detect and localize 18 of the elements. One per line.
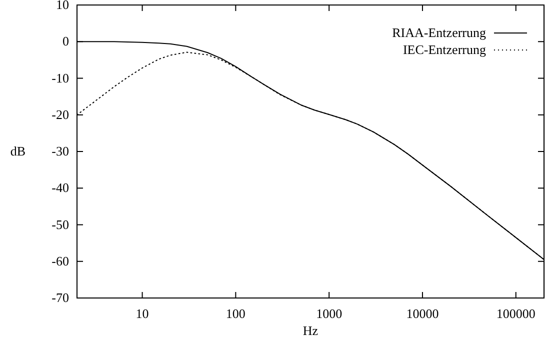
x-tick-label: 100: [226, 306, 246, 321]
x-tick-label: 100000: [496, 306, 536, 321]
legend-label: IEC-Entzerrung: [402, 42, 486, 57]
x-axis-title: Hz: [302, 323, 318, 338]
y-tick-label: -40: [52, 180, 69, 196]
legend-label: RIAA-Entzerrung: [392, 25, 486, 40]
y-tick-label: -10: [52, 70, 69, 86]
y-tick-label: 0: [62, 34, 69, 49]
y-tick-label: -70: [52, 290, 69, 305]
y-tick-label: -20: [52, 106, 69, 122]
y-tick-label: -60: [52, 253, 69, 268]
y-tick-label: -30: [52, 144, 69, 158]
x-tick-label: 10: [136, 306, 149, 321]
x-tick-label: 1000: [316, 306, 342, 321]
y-axis-title: dB: [10, 144, 26, 158]
y-tick-label: -50: [52, 216, 69, 232]
y-tick-label: 10: [56, 0, 69, 12]
x-tick-label: 10000: [406, 306, 439, 321]
